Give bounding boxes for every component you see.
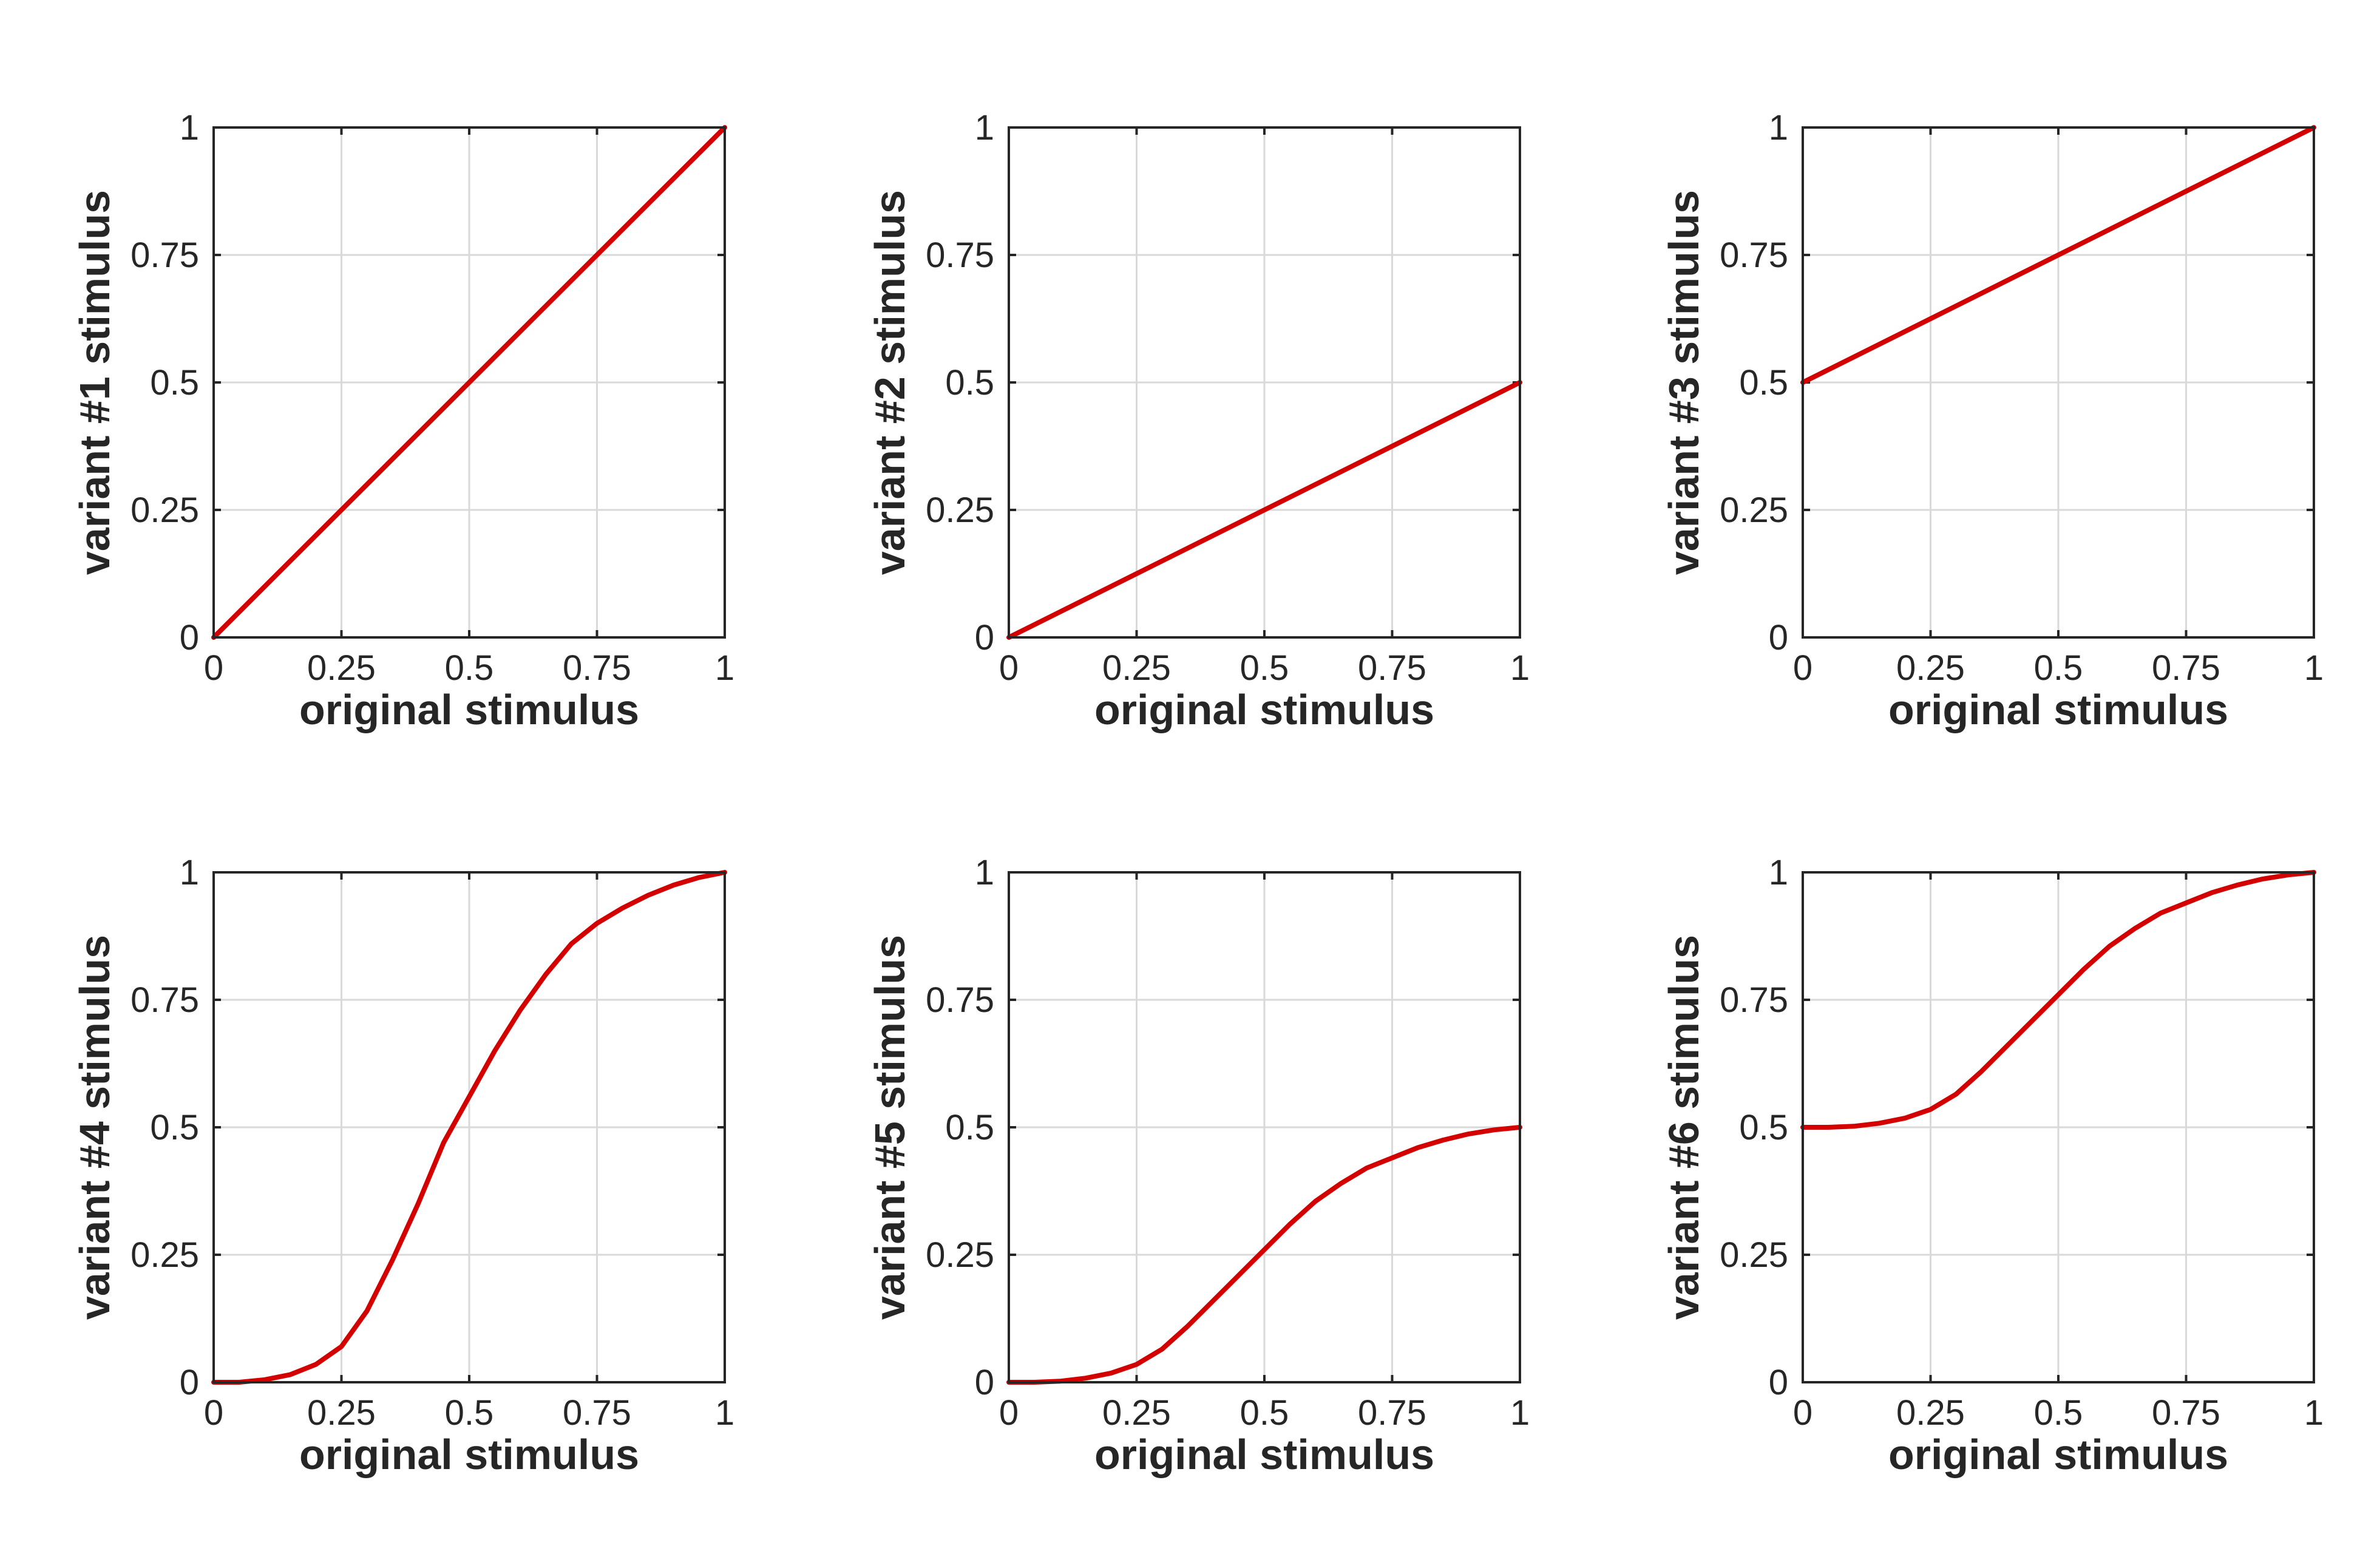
x-axis-label: original stimulus <box>1888 1431 2228 1478</box>
y-tick-label: 1 <box>180 853 199 892</box>
chart-2: 0 0.25 0.5 0.75 1 0 0.25 0.5 0.75 1 original stimu… <box>866 108 1530 733</box>
x-tick-label: 0.25 <box>307 648 376 688</box>
x-axis-label: original stimulus <box>1094 686 1434 733</box>
series-line-4 <box>211 870 727 1385</box>
chart-4: 0 0.25 0.5 0.75 1 0 0.25 0.5 0.75 1 original stimu… <box>71 853 734 1478</box>
grid-4 <box>212 871 726 1383</box>
y-tick-label: 0 <box>180 618 199 657</box>
y-tick-label: 0.25 <box>131 490 199 530</box>
y-tick-label: 0.25 <box>131 1235 199 1275</box>
x-tick-label: 0.5 <box>1240 648 1289 688</box>
axes-box-6 <box>1802 871 2315 1383</box>
series-line-1 <box>211 125 727 640</box>
x-tick-label: 0.5 <box>445 1393 494 1433</box>
y-tick-label: 0.75 <box>131 236 199 275</box>
y-tick-label: 0 <box>1769 1363 1788 1402</box>
y-tick-label: 0.75 <box>1720 236 1788 275</box>
y-tick-label: 0.75 <box>131 980 199 1020</box>
y-tick-label: 0.5 <box>150 1108 199 1147</box>
axes-box-5 <box>1008 871 1521 1383</box>
x-tick-label: 0 <box>999 648 1019 688</box>
grid-2 <box>1008 126 1521 639</box>
chart-5: 0 0.25 0.5 0.75 1 0 0.25 0.5 0.75 1 original stimu… <box>866 853 1530 1478</box>
chart-3: 0 0.25 0.5 0.75 1 0 0.25 0.5 0.75 1 original stimu… <box>1660 108 2324 733</box>
y-tick-label: 1 <box>975 108 994 148</box>
x-tick-label: 0.25 <box>1896 648 1965 688</box>
x-tick-label: 0.75 <box>1358 648 1426 688</box>
series-line-3 <box>1800 125 2316 385</box>
y-tick-label: 1 <box>180 108 199 148</box>
y-tick-label: 1 <box>1769 853 1788 892</box>
x-tick-label: 0.75 <box>1358 1393 1426 1433</box>
y-tick-label: 0.5 <box>945 1108 994 1147</box>
x-tick-label: 0.5 <box>445 648 494 688</box>
x-tick-label: 0.25 <box>307 1393 376 1433</box>
chart-6: 0 0.25 0.5 0.75 1 0 0.25 0.5 0.75 1 original stimu… <box>1660 853 2324 1478</box>
y-tick-label: 0.5 <box>945 363 994 402</box>
x-tick-label: 0 <box>1793 1393 1812 1433</box>
axes-box-2 <box>1008 126 1521 639</box>
y-tick-label: 0.5 <box>150 363 199 402</box>
y-tick-label: 0.5 <box>1739 1108 1788 1147</box>
grid-3 <box>1802 126 2315 639</box>
y-axis-label: variant #2 stimulus <box>866 190 914 575</box>
axes-box-4 <box>212 871 726 1383</box>
x-axis-label: original stimulus <box>299 1431 639 1478</box>
x-tick-label: 1 <box>715 1393 734 1433</box>
axes-box-1 <box>212 126 726 639</box>
y-axis-label: variant #5 stimulus <box>866 935 914 1320</box>
x-axis-label: original stimulus <box>1888 686 2228 733</box>
x-tick-label: 0.75 <box>2152 1393 2220 1433</box>
grid-6 <box>1802 871 2315 1383</box>
x-axis-label: original stimulus <box>299 686 639 733</box>
series-line-2 <box>1006 380 1522 640</box>
x-tick-label: 0.75 <box>563 648 631 688</box>
x-tick-label: 0 <box>204 648 223 688</box>
y-tick-label: 0.75 <box>926 980 994 1020</box>
x-tick-label: 0.25 <box>1102 648 1171 688</box>
x-tick-label: 0.5 <box>2034 1393 2083 1433</box>
x-tick-label: 0.25 <box>1896 1393 1965 1433</box>
y-tick-label: 0 <box>975 1363 994 1402</box>
y-axis-label: variant #6 stimulus <box>1660 935 1707 1320</box>
x-tick-label: 1 <box>1510 1393 1530 1433</box>
x-tick-label: 0 <box>1793 648 1812 688</box>
y-tick-label: 0 <box>180 1363 199 1402</box>
y-axis-label: variant #1 stimulus <box>71 190 118 575</box>
series-line-6 <box>1800 870 2316 1130</box>
y-tick-label: 0.25 <box>1720 1235 1788 1275</box>
y-tick-label: 0.25 <box>1720 490 1788 530</box>
y-tick-label: 0.75 <box>1720 980 1788 1020</box>
grid-5 <box>1008 871 1521 1383</box>
y-axis-label: variant #4 stimulus <box>71 935 118 1320</box>
x-tick-label: 0.75 <box>563 1393 631 1433</box>
x-tick-label: 0.5 <box>1240 1393 1289 1433</box>
x-axis-label: original stimulus <box>1094 1431 1434 1478</box>
chart-1: 0 0.25 0.5 0.75 1 0 0.25 0.5 0.75 1 original stimu… <box>71 108 734 733</box>
x-tick-label: 0 <box>999 1393 1019 1433</box>
x-tick-label: 0 <box>204 1393 223 1433</box>
x-tick-label: 0.5 <box>2034 648 2083 688</box>
x-tick-label: 0.75 <box>2152 648 2220 688</box>
x-tick-label: 1 <box>715 648 734 688</box>
x-tick-label: 0.25 <box>1102 1393 1171 1433</box>
y-tick-label: 0 <box>975 618 994 657</box>
y-tick-label: 0 <box>1769 618 1788 657</box>
x-tick-label: 1 <box>2304 1393 2324 1433</box>
series-line-5 <box>1006 1125 1522 1385</box>
y-tick-label: 0.5 <box>1739 363 1788 402</box>
y-tick-label: 0.75 <box>926 236 994 275</box>
x-tick-label: 1 <box>1510 648 1530 688</box>
y-tick-label: 1 <box>975 853 994 892</box>
y-tick-label: 0.25 <box>926 1235 994 1275</box>
y-axis-label: variant #3 stimulus <box>1660 190 1707 575</box>
axes-box-3 <box>1802 126 2315 639</box>
x-tick-label: 1 <box>2304 648 2324 688</box>
y-tick-label: 1 <box>1769 108 1788 148</box>
y-tick-label: 0.25 <box>926 490 994 530</box>
